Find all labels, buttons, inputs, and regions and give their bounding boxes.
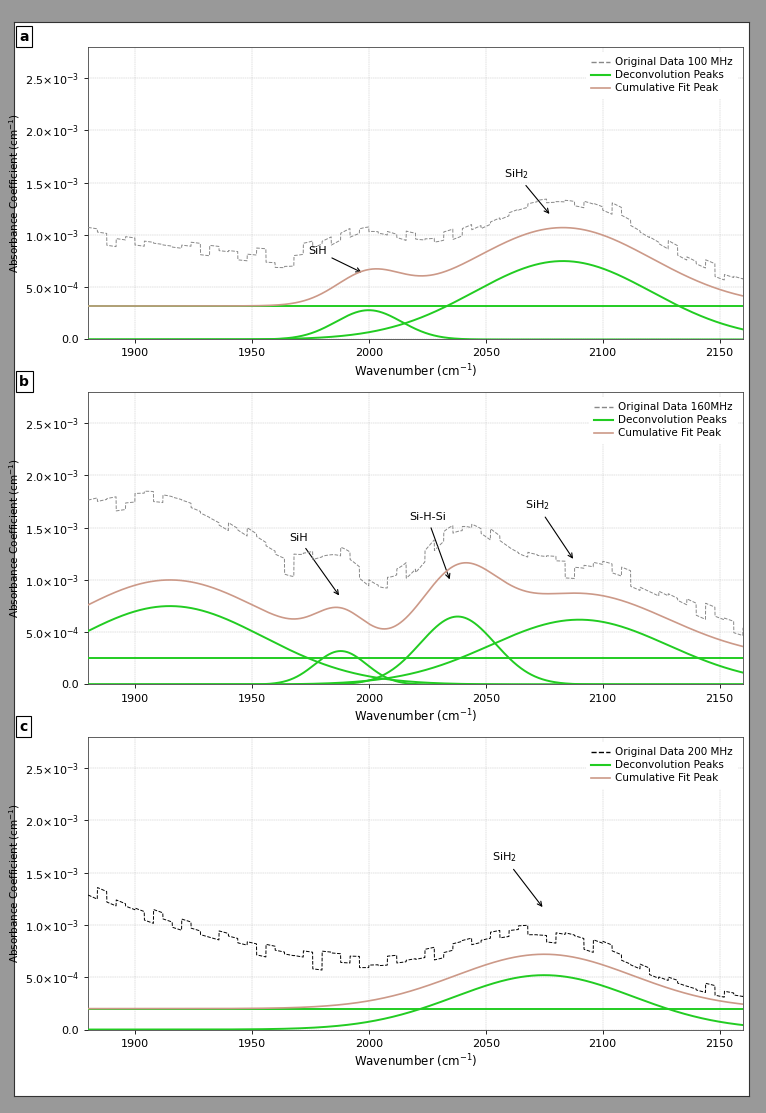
- Legend: Original Data 200 MHz, Deconvolution Peaks, Cumulative Fit Peak: Original Data 200 MHz, Deconvolution Pea…: [586, 742, 738, 789]
- Text: SiH$_2$: SiH$_2$: [525, 499, 572, 558]
- Y-axis label: Absorbance Coefficient (cm$^{-1}$): Absorbance Coefficient (cm$^{-1}$): [7, 114, 22, 273]
- Text: b: b: [19, 375, 29, 388]
- Legend: Original Data 160MHz, Deconvolution Peaks, Cumulative Fit Peak: Original Data 160MHz, Deconvolution Peak…: [589, 397, 738, 444]
- Text: SiH$_2$: SiH$_2$: [504, 167, 548, 213]
- Text: Si-H-Si: Si-H-Si: [409, 512, 450, 579]
- Text: SiH: SiH: [290, 533, 339, 594]
- Y-axis label: Absorbance Coefficient (cm$^{-1}$): Absorbance Coefficient (cm$^{-1}$): [7, 459, 22, 618]
- Legend: Original Data 100 MHz, Deconvolution Peaks, Cumulative Fit Peak: Original Data 100 MHz, Deconvolution Pea…: [586, 52, 738, 99]
- Text: SiH: SiH: [308, 246, 361, 272]
- X-axis label: Wavenumber (cm$^{-1}$): Wavenumber (cm$^{-1}$): [354, 363, 477, 381]
- X-axis label: Wavenumber (cm$^{-1}$): Wavenumber (cm$^{-1}$): [354, 1053, 477, 1071]
- Text: SiH$_2$: SiH$_2$: [492, 850, 542, 906]
- Text: a: a: [19, 30, 29, 43]
- Text: c: c: [19, 720, 28, 733]
- X-axis label: Wavenumber (cm$^{-1}$): Wavenumber (cm$^{-1}$): [354, 708, 477, 726]
- Y-axis label: Absorbance Coefficient (cm$^{-1}$): Absorbance Coefficient (cm$^{-1}$): [7, 804, 22, 963]
